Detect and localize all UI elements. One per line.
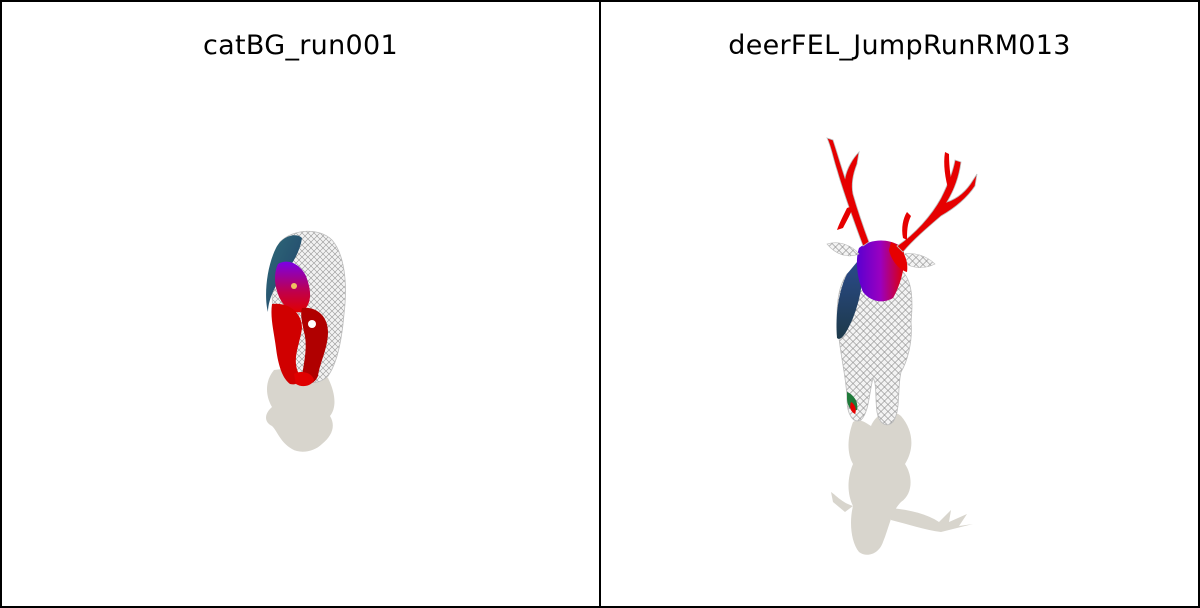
panel-title-deer: deerFEL_JumpRunRM013	[728, 30, 1071, 61]
deer-ear-right	[902, 253, 936, 268]
cat-forelimb-left	[271, 303, 302, 385]
deer-ear-left	[826, 242, 860, 257]
deer-antler-left	[826, 137, 870, 247]
panel-deer: deerFEL_JumpRunRM013	[601, 2, 1198, 606]
cat-forelimb-right	[301, 307, 328, 384]
panel-title-cat: catBG_run001	[203, 30, 398, 61]
deer-antler-right	[896, 152, 978, 253]
deer-chest	[836, 262, 862, 339]
cat-paw	[294, 372, 314, 387]
panel-cat: catBG_run001	[2, 2, 601, 606]
deer-shadow	[831, 411, 973, 555]
cat-shadow	[266, 366, 335, 452]
cat-mesh-render	[266, 230, 346, 452]
deer-mesh-render	[826, 137, 978, 555]
